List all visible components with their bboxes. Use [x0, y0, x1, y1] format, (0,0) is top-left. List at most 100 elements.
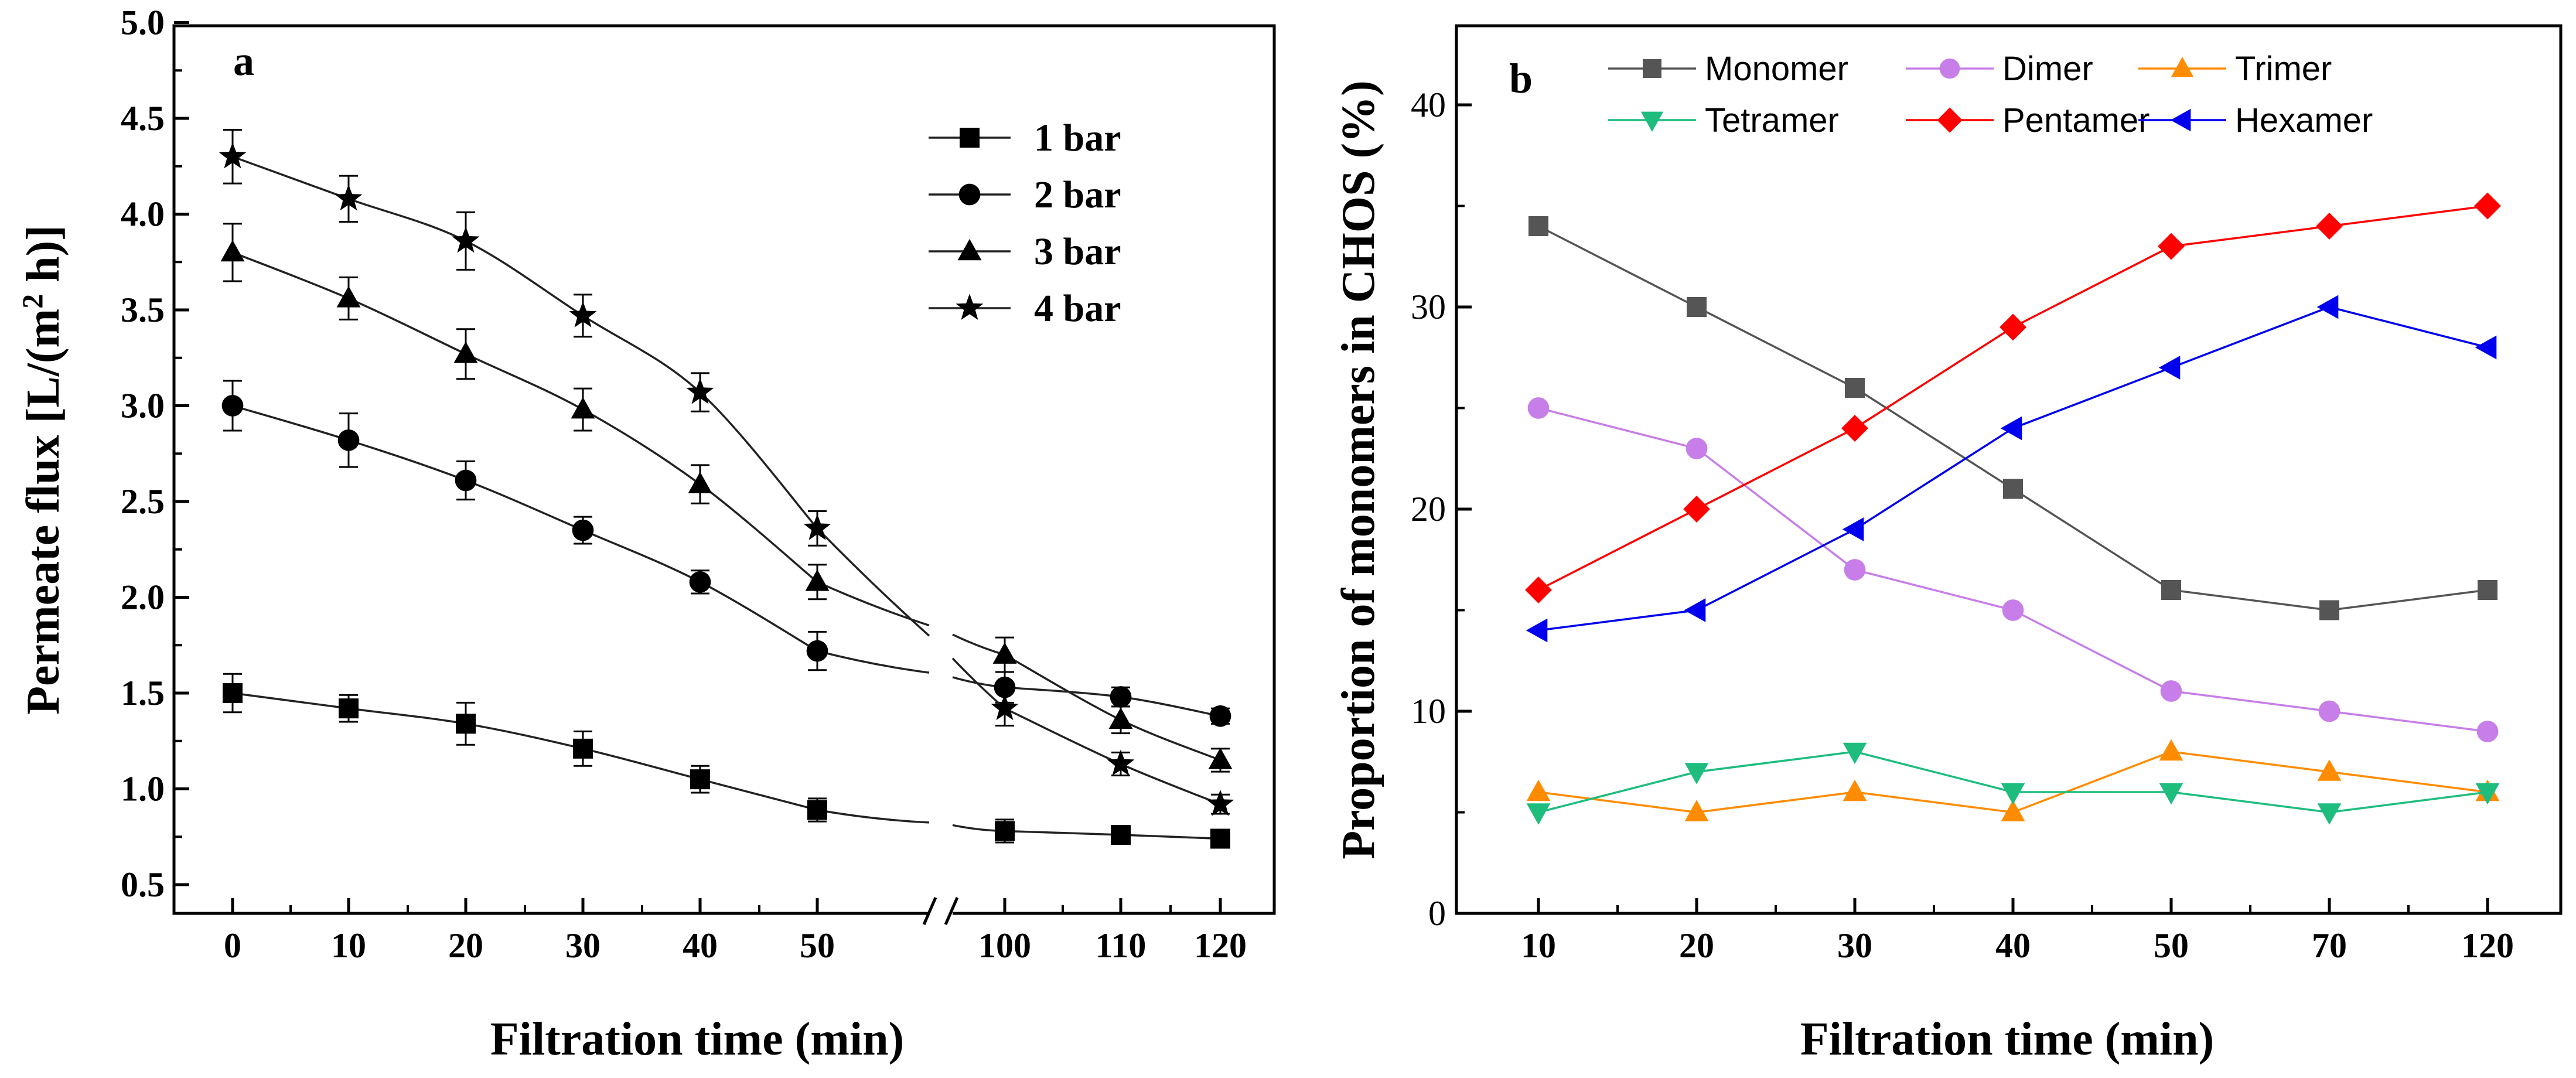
y-tick-label: 4.5: [121, 99, 165, 138]
data-point: [223, 683, 243, 703]
data-point: [2158, 233, 2185, 260]
data-point: [1844, 559, 1866, 581]
fit-curve-bridge: [817, 581, 930, 627]
fit-curve-left: [232, 251, 818, 583]
data-point: [1684, 763, 1709, 784]
y-tick-label: 20: [1411, 490, 1446, 528]
y-tick-label: 2.0: [121, 578, 165, 617]
legend-label: 1 bar: [1034, 117, 1121, 159]
series-tetramer: [1526, 742, 2500, 825]
data-point: [807, 800, 827, 820]
axis-break-slash-2: [944, 897, 959, 925]
data-point: [1526, 779, 1551, 801]
legend-item-tetramer: Tetramer: [1608, 101, 1839, 139]
panel-b-y-axis: 0 10 20 30 40: [1411, 86, 1472, 933]
data-point: [1683, 496, 1710, 523]
data-point: [2476, 721, 2499, 742]
x-tick-label: 120: [2461, 926, 2514, 965]
data-point: [1526, 618, 1548, 643]
panel-a-frame: [172, 24, 1276, 915]
data-point: [2316, 295, 2339, 319]
panel-b-legend: Monomer Dimer Trimer Tetramer Pentamer Hexame…: [1608, 50, 2373, 139]
series-pentamer: [1525, 192, 2501, 603]
panel-b-frame: [1455, 24, 2563, 915]
series-3-bar: [220, 223, 1233, 773]
series-4-bar: [219, 129, 1234, 816]
panel-a-y-title-end: h)]: [18, 225, 69, 294]
panel-b-x-axis: 10 20 30 40 50 70 120: [1521, 898, 2514, 965]
data-point: [994, 676, 1016, 698]
legend-marker: [1643, 59, 1661, 78]
x-tick-label: 30: [565, 926, 601, 965]
legend-item-pentamer: Pentamer: [1906, 101, 2149, 139]
legend-marker: [1939, 58, 1960, 79]
data-point: [220, 240, 245, 262]
data-point: [2159, 739, 2183, 761]
data-point: [1107, 749, 1135, 776]
data-point: [1842, 517, 1864, 541]
y-tick-label: 1.5: [121, 674, 165, 712]
data-point: [2478, 580, 2497, 600]
legend-item-hexamer: Hexamer: [2138, 101, 2373, 139]
x-tick-label: 0: [224, 926, 241, 965]
panel-a-axis-break: [922, 897, 959, 927]
x-tick-label: 70: [2312, 926, 2347, 965]
y-tick-label: 30: [1411, 288, 1446, 326]
x-tick-label: 50: [800, 926, 835, 965]
legend-label: Trimer: [2235, 50, 2332, 88]
data-point: [572, 519, 594, 541]
x-tick-label: 20: [448, 926, 483, 965]
data-point: [456, 714, 476, 734]
legend-item: 2 bar: [929, 173, 1121, 216]
data-point: [2000, 313, 2026, 341]
data-point: [991, 694, 1019, 721]
axis-break-slash-1: [922, 897, 937, 925]
data-point: [1843, 779, 1867, 801]
data-point: [1841, 415, 1868, 442]
y-tick-label: 0: [1428, 894, 1446, 933]
data-point: [221, 395, 244, 417]
data-point: [2317, 759, 2342, 781]
data-point: [569, 301, 597, 328]
data-point: [1528, 216, 1548, 236]
fit-curve-bridge: [816, 527, 930, 637]
panel-a-x-title: Filtration time (min): [490, 1014, 904, 1065]
data-point: [339, 698, 359, 719]
data-point: [2001, 783, 2025, 805]
data-point: [336, 286, 361, 308]
legend-label: Pentamer: [2002, 101, 2149, 139]
fit-curve-left: [232, 404, 818, 652]
data-point: [690, 769, 710, 790]
fit-curve-bridge: [951, 657, 1006, 709]
panel-a-label: a: [233, 37, 254, 84]
legend-marker: [956, 294, 984, 320]
x-tick-label: 50: [2154, 926, 2189, 965]
data-point: [1209, 705, 1231, 727]
data-point: [1526, 803, 1551, 825]
legend-label: Tetramer: [1705, 101, 1839, 139]
y-tick-label: 4.0: [121, 195, 165, 234]
legend-marker: [2171, 57, 2194, 77]
data-point: [1527, 397, 1550, 419]
legend-item: 4 bar: [929, 287, 1121, 330]
series-line: [1538, 306, 2488, 632]
data-point: [452, 226, 480, 253]
x-tick-label: 40: [683, 926, 718, 965]
data-point: [803, 514, 831, 540]
y-tick-label: 1.0: [121, 770, 165, 808]
legend-label: Monomer: [1705, 50, 1848, 88]
panel-a-series: [219, 129, 1234, 849]
panel-a-x-axis: 0 10 20 30 40 50 100 110 120: [224, 898, 1247, 965]
legend-marker: [960, 128, 980, 148]
data-point: [1687, 297, 1707, 317]
panel-a-y-title: Permeate flux [L/(m2 h)]: [16, 225, 69, 715]
legend-item: 3 bar: [929, 230, 1121, 273]
fit-curve-left: [232, 155, 818, 529]
series-line: [1538, 407, 2488, 733]
panel-b-label: b: [1509, 55, 1533, 102]
data-point: [689, 571, 711, 593]
legend-marker: [1640, 111, 1664, 132]
x-tick-label: 40: [1995, 926, 2031, 965]
data-point: [688, 472, 712, 493]
